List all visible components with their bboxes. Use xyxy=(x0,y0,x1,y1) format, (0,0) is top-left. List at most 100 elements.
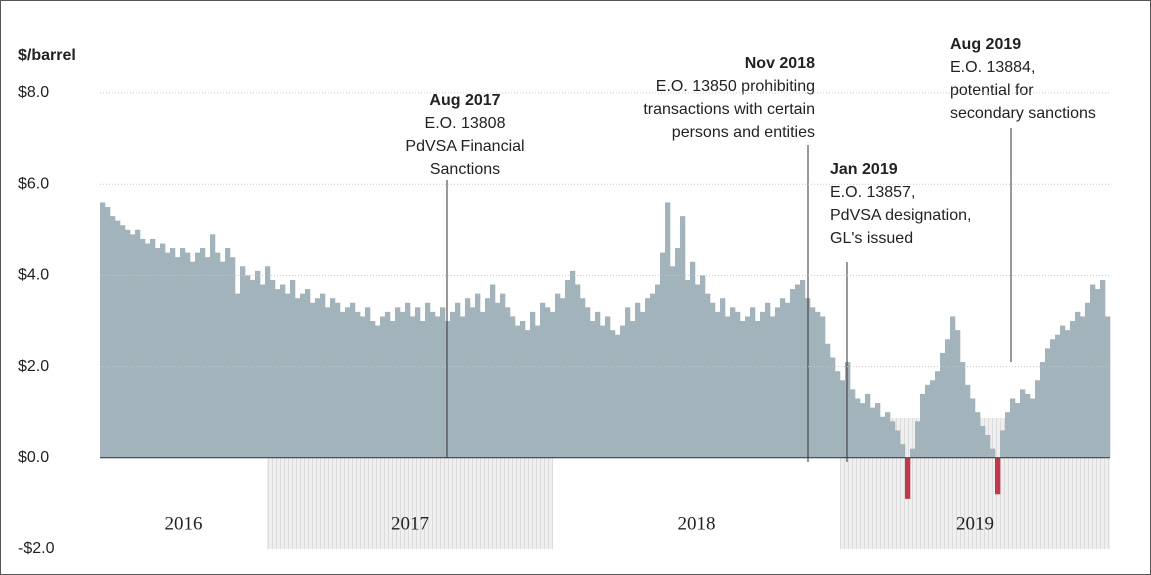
annotation-date: Aug 2019 xyxy=(950,36,1021,53)
bar xyxy=(720,298,726,458)
bar xyxy=(735,311,741,458)
bar xyxy=(705,293,711,458)
bar xyxy=(1070,321,1076,458)
bar xyxy=(650,293,656,458)
bar xyxy=(795,284,801,458)
bar xyxy=(275,289,281,458)
bar xyxy=(660,252,666,458)
bar xyxy=(290,279,296,458)
bar xyxy=(630,321,636,458)
bar xyxy=(700,275,706,458)
bar xyxy=(165,252,171,458)
bar xyxy=(745,316,751,458)
bar xyxy=(375,325,381,458)
bar xyxy=(515,325,521,458)
bar xyxy=(605,316,611,458)
bar xyxy=(1030,398,1036,458)
bar xyxy=(355,311,361,458)
bar xyxy=(420,321,426,458)
annotation-date: Jan 2019 xyxy=(830,161,898,178)
bar xyxy=(365,307,371,458)
bar xyxy=(540,302,546,458)
annotation-text: E.O. 13850 prohibiting xyxy=(656,78,815,95)
bar xyxy=(780,298,786,458)
bar xyxy=(265,266,271,458)
annotation-text: E.O. 13808 xyxy=(425,115,506,132)
bar xyxy=(1105,316,1111,458)
bar xyxy=(175,257,181,458)
bar xyxy=(1000,430,1006,458)
bars xyxy=(100,202,1111,499)
bar xyxy=(1065,330,1071,458)
bar xyxy=(465,298,471,458)
bar xyxy=(485,298,491,458)
bar xyxy=(1055,334,1061,458)
bar xyxy=(335,302,341,458)
bar xyxy=(1035,380,1041,458)
y-tick-label: $0.0 xyxy=(18,449,49,466)
bar xyxy=(480,311,486,458)
annotation-text: Sanctions xyxy=(430,161,500,178)
annotation-text: potential for xyxy=(950,82,1034,99)
bar xyxy=(120,225,126,458)
bar xyxy=(885,412,891,458)
bar xyxy=(545,307,551,458)
bar xyxy=(1040,362,1046,458)
bar xyxy=(215,252,221,458)
bar xyxy=(110,216,116,458)
bar xyxy=(920,393,926,458)
bar xyxy=(400,311,406,458)
bar xyxy=(870,407,876,458)
bar xyxy=(715,311,721,458)
bar xyxy=(270,279,276,458)
bar xyxy=(915,421,921,458)
bar xyxy=(890,421,896,458)
bar xyxy=(170,248,176,458)
bar xyxy=(1015,403,1021,458)
bar xyxy=(550,311,556,458)
bar xyxy=(160,243,166,458)
bar xyxy=(910,448,916,458)
year-label: 2019 xyxy=(956,513,994,534)
bar xyxy=(155,248,161,458)
bar xyxy=(840,380,846,458)
bar xyxy=(1045,348,1051,458)
bar xyxy=(360,316,366,458)
bar xyxy=(1020,389,1026,458)
bar xyxy=(105,207,111,458)
bar xyxy=(935,371,941,458)
bar xyxy=(895,430,901,458)
bar xyxy=(310,302,316,458)
bar xyxy=(295,298,301,458)
bar xyxy=(1100,279,1106,458)
bar xyxy=(390,321,396,458)
bar xyxy=(220,261,226,458)
bar xyxy=(450,311,456,458)
bar xyxy=(905,457,911,499)
bar xyxy=(500,293,506,458)
annotations: Aug 2017 E.O. 13808 PdVSA Financial Sanctio… xyxy=(405,36,1096,462)
bar xyxy=(590,321,596,458)
bar xyxy=(425,302,431,458)
bar xyxy=(620,325,626,458)
bar xyxy=(315,298,321,458)
bar xyxy=(205,257,211,458)
bar xyxy=(755,321,761,458)
bar xyxy=(225,248,231,458)
bar xyxy=(305,289,311,458)
bar xyxy=(750,307,756,458)
bar xyxy=(370,321,376,458)
year-label: 2016 xyxy=(165,513,203,534)
bar xyxy=(960,362,966,458)
y-tick-label: $2.0 xyxy=(18,358,49,375)
bar xyxy=(945,339,951,458)
bar xyxy=(995,457,1001,495)
axis-label: $/barrel xyxy=(18,47,76,64)
bar xyxy=(785,302,791,458)
bar xyxy=(1085,302,1091,458)
bar xyxy=(430,311,436,458)
bar xyxy=(975,412,981,458)
annotation-text: secondary sanctions xyxy=(950,105,1096,122)
bar xyxy=(435,316,441,458)
